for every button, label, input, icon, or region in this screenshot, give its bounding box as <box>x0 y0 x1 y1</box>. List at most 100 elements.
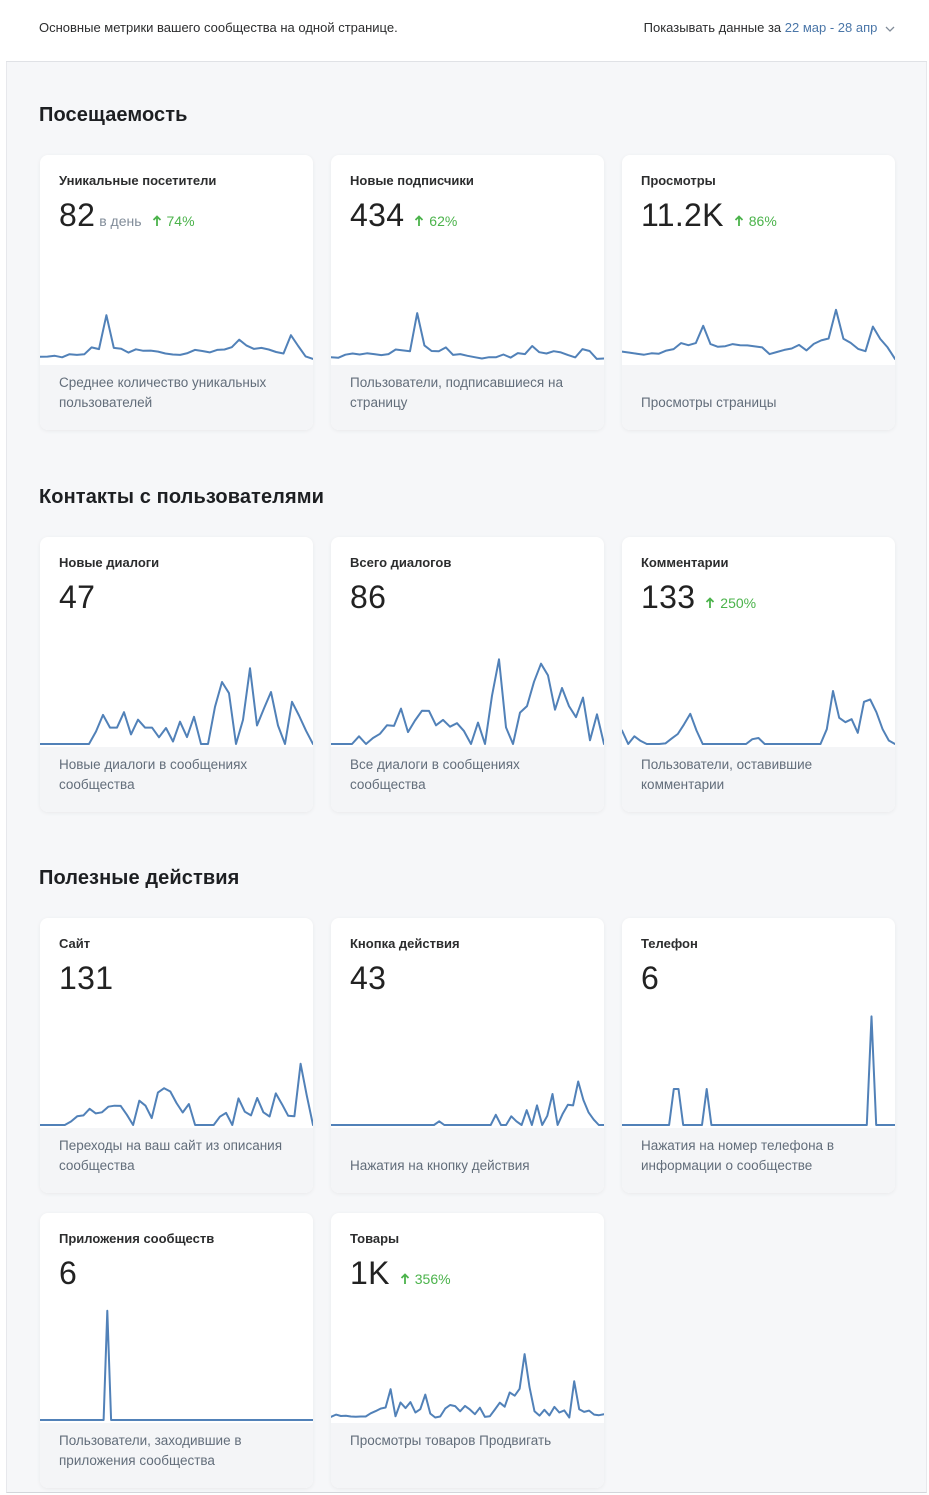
card-title: Товары <box>350 1231 400 1246</box>
sparkline-chart <box>331 1353 604 1419</box>
card-title: Новые диалоги <box>59 555 160 570</box>
growth-value: 74% <box>166 213 195 229</box>
arrow-up-icon <box>152 215 161 226</box>
intro-text: Основные метрики вашего сообщества на од… <box>39 20 398 35</box>
section-title-useful-actions: Полезные действия <box>39 867 240 889</box>
sparkline <box>40 667 313 745</box>
period-label: Показывать данные за <box>643 20 782 35</box>
sparkline <box>622 308 895 360</box>
stat-card-new-subscribers[interactable]: Новые подписчики 434 62% Пользователи, по… <box>331 155 604 430</box>
growth-value: 86% <box>748 213 777 229</box>
metric-value: 47 <box>59 579 96 615</box>
metric-value: 434 <box>350 197 405 233</box>
metric-value: 11.2K <box>641 197 724 233</box>
sparkline-chart <box>622 1015 895 1126</box>
growth-value: 250% <box>720 595 757 611</box>
card-description: Пользователи, оставившие комментарии <box>622 747 895 812</box>
sparkline-chart <box>40 667 313 745</box>
metric-value: 6 <box>641 960 660 996</box>
card-description: Пользователи, подписавшиеся на страницу <box>331 365 604 430</box>
period-range[interactable]: 22 мар - 28 апр <box>784 20 878 35</box>
growth-badge: 250% <box>705 595 756 611</box>
growth-value: 356% <box>414 1271 451 1287</box>
growth-badge: 62% <box>414 213 457 229</box>
card-value: 43 <box>350 960 386 997</box>
stat-card-new-dialogs[interactable]: Новые диалоги 47 Новые диалоги в сообщен… <box>40 537 313 812</box>
card-description: Просмотры страницы <box>622 365 895 430</box>
card-title: Новые подписчики <box>350 173 474 188</box>
card-description: Нажатия на кнопку действия <box>331 1128 604 1193</box>
stats-header: Основные метрики вашего сообщества на од… <box>6 0 927 62</box>
card-value: 47 <box>59 579 95 616</box>
stat-card-comments[interactable]: Комментарии 133 250% Пользователи, остави… <box>622 537 895 812</box>
stat-card-action-button[interactable]: Кнопка действия 43 Нажатия на кнопку дей… <box>331 918 604 1193</box>
card-title: Всего диалогов <box>350 555 452 570</box>
card-value: 82 в день 74% <box>59 197 195 234</box>
metric-value: 86 <box>350 579 387 615</box>
metric-per: в день <box>99 213 142 229</box>
card-title: Приложения сообществ <box>59 1231 215 1246</box>
arrow-up-icon <box>706 597 715 608</box>
sparkline <box>622 1015 895 1126</box>
period-selector[interactable]: Показывать данные за 22 мар - 28 апр <box>644 20 895 35</box>
card-description: Все диалоги в сообщениях сообщества <box>331 747 604 812</box>
card-value: 6 <box>641 960 659 997</box>
sparkline-chart <box>40 314 313 360</box>
card-value: 1K 356% <box>350 1255 451 1292</box>
sparkline-chart <box>331 658 604 745</box>
stat-card-community-apps[interactable]: Приложения сообществ 6 Пользователи, зах… <box>40 1213 313 1488</box>
growth-badge: 86% <box>734 213 777 229</box>
metric-value: 82 <box>59 197 96 233</box>
stat-card-total-dialogs[interactable]: Всего диалогов 86 Все диалоги в сообщени… <box>331 537 604 812</box>
stat-card-products[interactable]: Товары 1K 356% Просмотры товаров Продвига… <box>331 1213 604 1488</box>
sparkline <box>331 658 604 745</box>
card-title: Телефон <box>641 936 698 951</box>
arrow-up-icon <box>734 215 743 226</box>
card-value: 131 <box>59 960 113 997</box>
sparkline <box>622 690 895 745</box>
card-value: 133 250% <box>641 579 756 616</box>
metric-value: 43 <box>350 960 387 996</box>
stat-card-views[interactable]: Просмотры 11.2K 86% Просмотры страницы <box>622 155 895 430</box>
card-description: Пользователи, заходившие в приложения со… <box>40 1423 313 1488</box>
card-value: 6 <box>59 1255 77 1292</box>
sparkline <box>331 1353 604 1419</box>
growth-badge: 74% <box>152 213 195 229</box>
section-title-contacts: Контакты с пользователями <box>39 486 325 508</box>
card-title: Комментарии <box>641 555 729 570</box>
sparkline <box>331 1080 604 1126</box>
card-description: Просмотры товаров Продвигать <box>331 1423 604 1488</box>
metric-value: 131 <box>59 960 114 996</box>
stat-card-unique-visitors[interactable]: Уникальные посетители 82 в день 74% Средне… <box>40 155 313 430</box>
sparkline-chart <box>40 1309 313 1421</box>
card-title: Кнопка действия <box>350 936 460 951</box>
arrow-up-icon <box>400 1273 409 1284</box>
stat-card-site[interactable]: Сайт 131 Переходы на ваш сайт из описани… <box>40 918 313 1193</box>
section-title-attendance: Посещаемость <box>39 104 188 126</box>
card-description: Нажатия на номер телефона в информации о… <box>622 1128 895 1193</box>
growth-badge: 356% <box>400 1271 451 1287</box>
card-description: Новые диалоги в сообщениях сообщества <box>40 747 313 812</box>
sparkline-chart <box>331 312 604 360</box>
metric-value: 6 <box>59 1255 78 1291</box>
card-value: 86 <box>350 579 386 616</box>
growth-value: 62% <box>429 213 458 229</box>
sparkline-chart <box>622 308 895 360</box>
chevron-down-icon[interactable] <box>885 25 895 33</box>
card-description: Среднее количество уникальных пользовате… <box>40 365 313 430</box>
sparkline-chart <box>622 690 895 745</box>
card-title: Уникальные посетители <box>59 173 217 188</box>
card-value: 11.2K 86% <box>641 197 777 234</box>
sparkline <box>331 312 604 360</box>
sparkline-chart <box>331 1080 604 1126</box>
metric-value: 133 <box>641 579 696 615</box>
card-title: Сайт <box>59 936 91 951</box>
stat-card-phone[interactable]: Телефон 6 Нажатия на номер телефона в ин… <box>622 918 895 1193</box>
card-description: Переходы на ваш сайт из описания сообщес… <box>40 1128 313 1193</box>
sparkline <box>40 314 313 360</box>
metric-value: 1K <box>350 1255 390 1291</box>
card-title: Просмотры <box>641 173 716 188</box>
sparkline <box>40 1309 313 1421</box>
sparkline <box>40 1062 313 1126</box>
card-value: 434 62% <box>350 197 457 234</box>
